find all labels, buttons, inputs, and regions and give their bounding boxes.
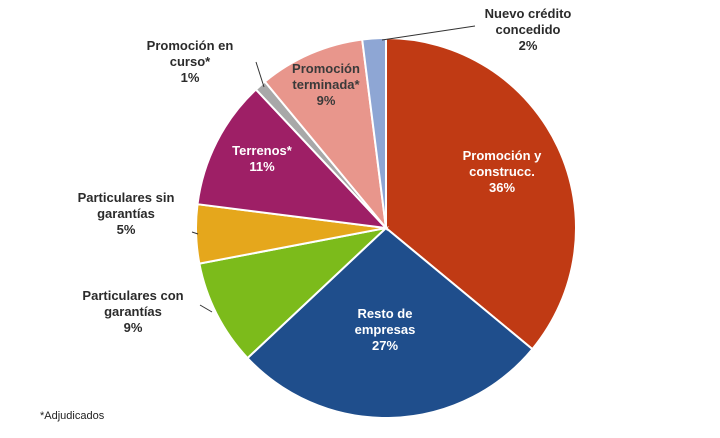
slice-name: Promoción en — [147, 38, 234, 53]
slice-label: Resto de empresas 27% — [355, 306, 416, 353]
slice-percent: 1% — [181, 70, 200, 85]
leader-line — [199, 304, 213, 313]
slice-label: Promoción terminada* 9% — [292, 61, 360, 108]
slice-name: Particulares sin — [78, 190, 175, 205]
slice-label: Nuevo crédito concedido 2% — [485, 6, 572, 53]
slice-name: Promoción y — [463, 148, 543, 163]
pie-slice — [385, 36, 577, 351]
slice-label: Promoción en curso* 1% — [147, 38, 234, 85]
slice-name: garantías — [97, 206, 155, 221]
leader-line — [255, 61, 265, 88]
pie-slices — [195, 36, 577, 419]
slice-percent: 5% — [117, 222, 136, 237]
pie-slice — [196, 88, 389, 230]
slice-labels: Promoción y construcc. 36% Resto de empresas… — [78, 6, 572, 353]
pie-slice — [263, 38, 388, 232]
slice-name: curso* — [170, 54, 211, 69]
slice-name: Terrenos* — [232, 143, 293, 158]
slice-name: construcc. — [469, 164, 535, 179]
slice-percent: 2% — [519, 38, 538, 53]
pie-slice — [246, 226, 534, 419]
footnote: *Adjudicados — [40, 410, 105, 422]
slice-name: Nuevo crédito — [485, 6, 572, 21]
slice-percent: 27% — [372, 338, 398, 353]
slice-name: garantías — [104, 304, 162, 319]
slice-name: Resto de — [358, 306, 413, 321]
slice-percent: 9% — [124, 320, 143, 335]
slice-label: Particulares sin garantías 5% — [78, 190, 175, 237]
slice-label: Particulares con garantías 9% — [82, 288, 183, 335]
slice-name: concedido — [495, 22, 560, 37]
slice-percent: 9% — [317, 93, 336, 108]
slice-percent: 36% — [489, 180, 515, 195]
leader-line — [381, 25, 476, 41]
pie-slice — [198, 226, 390, 360]
slice-label: Promoción y construcc. 36% — [463, 148, 543, 195]
leader-line — [191, 231, 199, 235]
leader-lines — [191, 25, 476, 313]
slice-label: Terrenos* 11% — [232, 143, 293, 174]
slice-name: terminada* — [292, 77, 360, 92]
slice-name: empresas — [355, 322, 416, 337]
slice-percent: 11% — [249, 159, 275, 174]
pie-slice — [361, 36, 387, 229]
slice-name: Promoción — [292, 61, 360, 76]
slice-name: Particulares con — [82, 288, 183, 303]
